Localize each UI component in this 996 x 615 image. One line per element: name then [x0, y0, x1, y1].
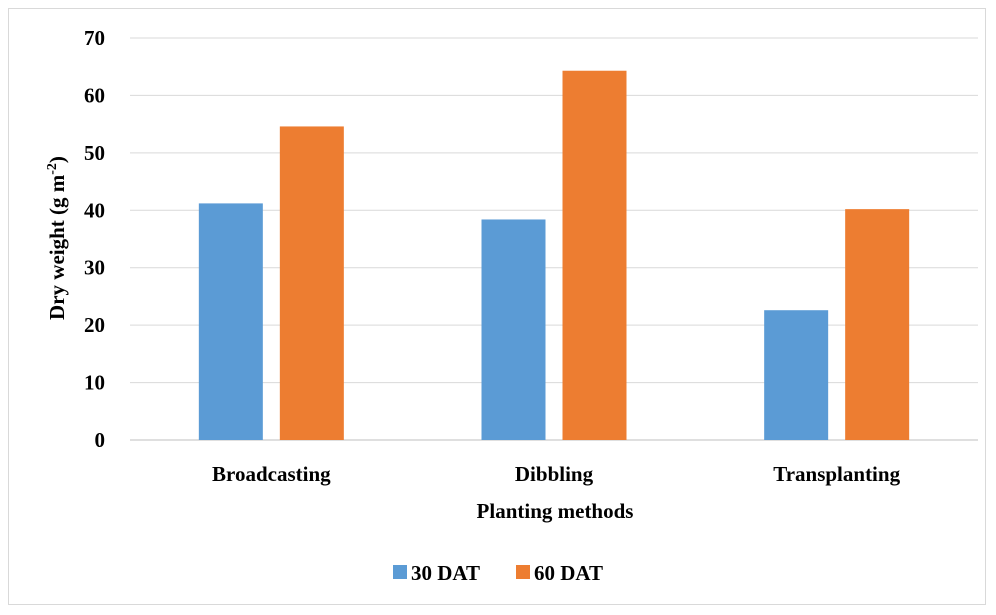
legend-swatch — [516, 565, 530, 579]
y-tick-label: 30 — [84, 256, 105, 280]
legend-label: 30 DAT — [411, 561, 480, 585]
y-tick-label: 60 — [84, 83, 105, 107]
y-axis-title-main: Dry weight (g m — [45, 174, 69, 320]
category-label: Transplanting — [773, 462, 900, 486]
y-tick-label: 0 — [95, 428, 106, 452]
x-axis-title: Planting methods — [477, 499, 634, 523]
bars — [198, 70, 910, 440]
gridlines — [130, 37, 978, 441]
category-labels: Broadcasting Dibbling Transplanting — [212, 462, 901, 486]
bar-60-dat-transplanting — [845, 209, 910, 440]
y-axis-title-superscript: -2 — [45, 163, 60, 175]
y-tick-label: 10 — [84, 371, 105, 395]
y-tick-label: 40 — [84, 198, 105, 222]
bar-30-dat-transplanting — [764, 310, 829, 440]
bar-60-dat-broadcasting — [279, 126, 344, 440]
bar-60-dat-dibbling — [562, 70, 627, 440]
bar-30-dat-dibbling — [481, 219, 546, 440]
bar-30-dat-broadcasting — [198, 203, 263, 440]
y-tick-label: 50 — [84, 141, 105, 165]
legend-swatch — [393, 565, 407, 579]
category-label: Dibbling — [515, 462, 594, 486]
y-axis-title-suffix: ) — [45, 156, 69, 163]
y-tick-label: 70 — [84, 26, 105, 50]
y-axis-title: Dry weight (g m-2) — [45, 156, 69, 320]
category-label: Broadcasting — [212, 462, 331, 486]
legend: 30 DAT 60 DAT — [393, 561, 603, 585]
y-tick-label: 20 — [84, 313, 105, 337]
legend-label: 60 DAT — [534, 561, 603, 585]
y-tick-labels: 0 10 20 30 40 50 60 70 — [84, 26, 105, 452]
